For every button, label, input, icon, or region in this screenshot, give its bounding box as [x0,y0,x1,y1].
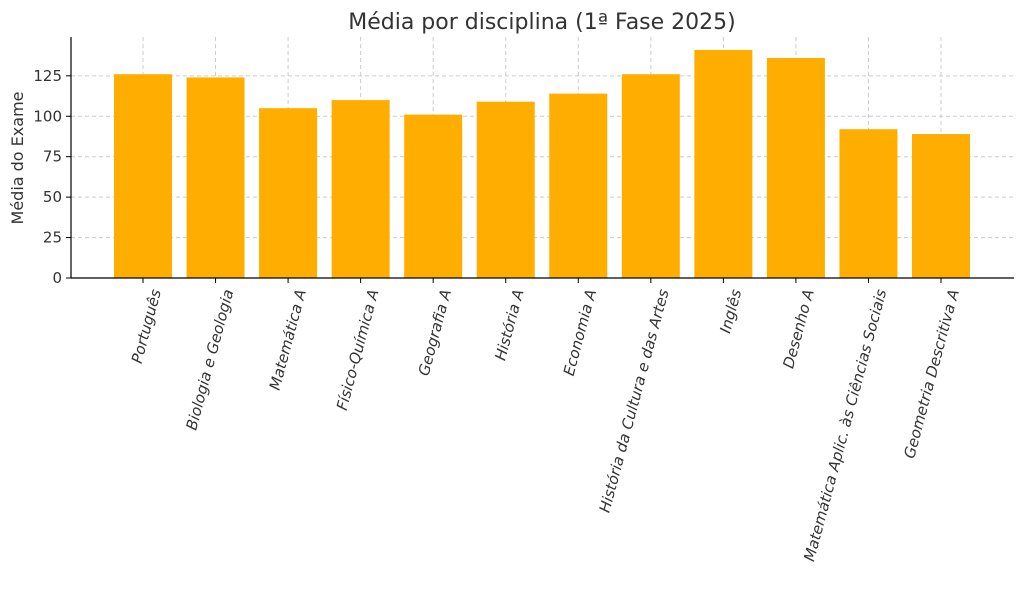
x-tick-label: Inglês [716,287,745,335]
x-tick-label: Geografia A [415,287,455,377]
x-tick-label: Biologia e Geologia [183,287,238,432]
x-tick-label: História da Cultura e das Artes [596,287,673,514]
x-tick-label: História A [491,287,527,362]
bar [694,49,753,278]
x-tick-label: Economia A [560,287,600,377]
y-tick-label: 50 [43,188,62,206]
x-tick-label: Desenho A [779,287,817,370]
bar [259,108,318,278]
bar [912,134,970,278]
x-tick-label: Português [128,287,165,365]
bar [186,77,245,278]
y-tick-label: 75 [43,148,62,166]
bars-layer [114,49,970,279]
chart-title: Média por disciplina (1ª Fase 2025) [348,10,736,35]
bar [839,129,898,278]
bar [404,114,463,279]
x-tick-label: Matemática Aplic. às Ciências Sociais [800,287,890,563]
x-tick-label: Físico-Química A [333,287,383,412]
bar [766,58,825,279]
bar [114,74,172,278]
bar [621,74,680,278]
bar [476,101,535,278]
bar [549,93,608,278]
bar [331,100,390,278]
y-tick-label: 125 [33,67,62,85]
y-tick-label: 0 [52,269,62,287]
x-tick-label: Matemática A [266,287,310,392]
y-tick-label: 25 [43,229,62,247]
y-tick-label: 100 [33,107,62,125]
x-tick-label: Geometria Descritiva A [900,287,963,460]
y-axis-label: Média do Exame [8,92,27,225]
